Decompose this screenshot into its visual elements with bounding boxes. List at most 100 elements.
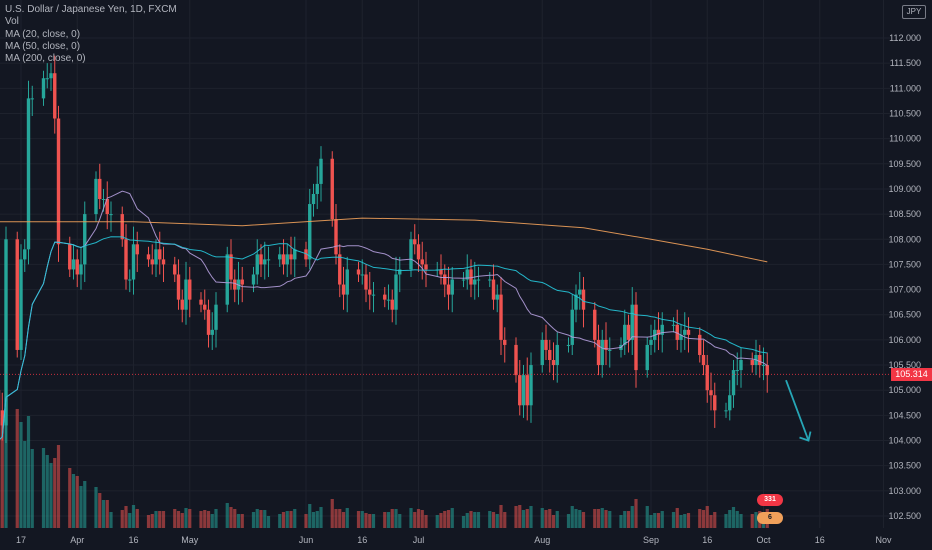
y-tick-label: 110.000	[889, 134, 921, 144]
candle-body	[608, 349, 612, 351]
candle-body	[188, 279, 192, 300]
candle-body	[341, 284, 346, 295]
volume-bar	[101, 500, 106, 528]
volume-bar	[255, 509, 259, 528]
candle-body	[233, 279, 237, 290]
ma200-legend[interactable]: MA (200, close, 0)	[5, 53, 86, 65]
candle-body	[488, 279, 492, 281]
y-axis: 102.500 103.000 103.500 104.000 104.500 105.0…	[888, 33, 921, 521]
y-tick-label: 109.000	[888, 184, 921, 194]
candle-body	[581, 289, 586, 310]
volume-bar	[233, 509, 237, 528]
y-tick-label: 102.500	[888, 511, 921, 521]
volume-bar	[619, 515, 623, 528]
candle-body	[83, 214, 87, 265]
volume-bar	[210, 514, 214, 528]
candle-body	[338, 254, 342, 285]
volume-bar	[56, 445, 61, 528]
volume-bar	[525, 509, 529, 528]
volume-bar	[499, 505, 503, 528]
candle-body	[45, 78, 49, 80]
candle-body	[765, 365, 769, 376]
volume-bar	[263, 510, 267, 528]
volume-bar	[131, 505, 136, 528]
volume-bar	[540, 508, 544, 528]
volume-bar	[266, 516, 271, 528]
volume-bar	[15, 409, 19, 528]
candle-body	[604, 339, 608, 350]
ma50-legend[interactable]: MA (50, close, 0)	[5, 40, 81, 52]
forecast-arrow-shaft	[785, 379, 810, 441]
volume-bar	[4, 398, 8, 528]
y-tick-label: 103.500	[888, 461, 921, 471]
y-tick-label: 105.500	[888, 360, 921, 370]
volume-bar	[184, 508, 188, 528]
candle-body	[356, 269, 361, 275]
candle-body	[386, 299, 391, 301]
volume-bar	[105, 500, 109, 528]
y-tick-label: 111.000	[890, 83, 921, 93]
chart-legend: U.S. Dollar / Japanese Yen, 1D, FXCM Vol…	[5, 4, 177, 65]
candle-body	[154, 249, 158, 265]
volume-bar	[675, 508, 679, 528]
candle-body	[728, 395, 732, 411]
volume-bar	[731, 507, 736, 528]
volume-bar	[120, 510, 124, 528]
volume-bar	[281, 512, 286, 528]
candle-body	[713, 395, 717, 411]
volume-legend: Vol	[5, 16, 19, 28]
y-tick-label: 107.000	[888, 285, 921, 295]
y-tick-label: 103.000	[888, 486, 921, 496]
candle-body	[758, 354, 762, 366]
candle-body	[521, 375, 526, 406]
candle-body	[514, 344, 518, 376]
candle-body	[345, 269, 349, 295]
volume-bar	[109, 512, 113, 528]
volume-bar	[709, 515, 713, 528]
volume-bar	[551, 515, 556, 528]
volume-bar	[713, 512, 717, 528]
volume-bar	[229, 507, 233, 528]
candle-body	[128, 279, 132, 281]
x-tick-label: Jun	[299, 535, 314, 545]
event-badge-2[interactable]: 6	[757, 512, 783, 524]
candle-body	[240, 279, 244, 285]
volume-bar	[581, 512, 586, 528]
candle-body	[469, 269, 473, 285]
volume-bar	[653, 513, 657, 528]
candle-body	[731, 370, 736, 396]
candle-body	[334, 219, 338, 255]
candle-body	[630, 304, 634, 340]
candle-body	[499, 294, 503, 340]
volume-bar	[469, 511, 473, 528]
event-badge-1[interactable]: 331	[757, 494, 783, 506]
volume-bar	[188, 509, 192, 528]
volume-bar	[503, 512, 507, 528]
candle-body	[705, 365, 709, 391]
volume-bar	[293, 509, 297, 528]
candle-body	[158, 249, 162, 260]
volume-bar	[360, 511, 364, 528]
y-tick-label: 107.500	[888, 259, 921, 269]
volume-bar	[98, 493, 102, 528]
volume-bar	[476, 512, 481, 528]
event-badge-2-text: 6	[768, 514, 772, 521]
y-tick-label: 108.500	[888, 209, 921, 219]
candle-body	[578, 289, 582, 295]
candle-body	[761, 365, 766, 367]
y-tick-label: 108.000	[888, 234, 921, 244]
candle-body	[544, 339, 548, 350]
ma20-legend[interactable]: MA (20, close, 0)	[5, 28, 81, 40]
currency-badge[interactable]: JPY	[902, 5, 926, 19]
y-tick-label: 104.000	[888, 436, 921, 446]
candle-body	[555, 344, 559, 366]
candle-body	[416, 244, 421, 260]
candle-body	[281, 254, 286, 265]
volume-bar	[285, 511, 289, 528]
candle-body	[79, 264, 83, 275]
candle-body	[105, 199, 109, 215]
candle-body	[596, 339, 601, 366]
volume-bars	[0, 398, 769, 528]
candle-body	[173, 264, 177, 275]
